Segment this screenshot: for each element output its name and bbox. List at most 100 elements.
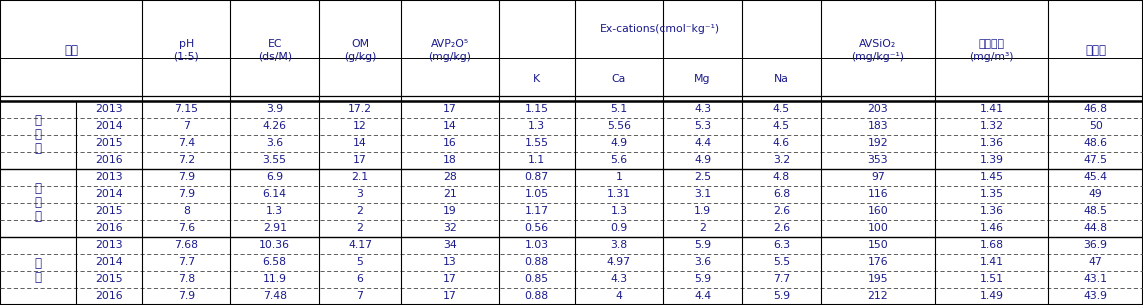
Text: 1.49: 1.49	[980, 292, 1004, 301]
Text: 13: 13	[443, 257, 457, 267]
Text: 1.17: 1.17	[525, 206, 549, 216]
Text: 176: 176	[868, 257, 888, 267]
Text: 5.9: 5.9	[773, 292, 790, 301]
Text: 6.9: 6.9	[266, 172, 283, 182]
Text: 1: 1	[615, 172, 622, 182]
Text: 18: 18	[443, 155, 457, 165]
Text: 1.36: 1.36	[980, 138, 1004, 148]
Text: 2013: 2013	[95, 240, 122, 250]
Text: 17: 17	[443, 292, 457, 301]
Text: 4: 4	[615, 292, 622, 301]
Text: 3.8: 3.8	[610, 240, 628, 250]
Text: 2013: 2013	[95, 172, 122, 182]
Text: 1.32: 1.32	[980, 121, 1004, 131]
Text: 28: 28	[443, 172, 457, 182]
Text: 2015: 2015	[95, 138, 122, 148]
Text: 48.5: 48.5	[1084, 206, 1108, 216]
Text: 183: 183	[868, 121, 888, 131]
Text: 3: 3	[357, 189, 363, 199]
Text: 1.68: 1.68	[980, 240, 1004, 250]
Text: 7.9: 7.9	[177, 172, 194, 182]
Text: 19: 19	[443, 206, 457, 216]
Text: 1.46: 1.46	[980, 223, 1004, 233]
Text: 212: 212	[868, 292, 888, 301]
Text: 353: 353	[868, 155, 888, 165]
Text: 공극률: 공극률	[1085, 44, 1106, 57]
Text: 50: 50	[1088, 121, 1103, 131]
Text: 7.7: 7.7	[177, 257, 194, 267]
Text: 6.8: 6.8	[773, 189, 790, 199]
Text: 1.05: 1.05	[525, 189, 549, 199]
Text: 11.9: 11.9	[263, 274, 287, 285]
Text: 4.3: 4.3	[694, 104, 711, 114]
Text: 0.88: 0.88	[525, 292, 549, 301]
Text: 3.6: 3.6	[266, 138, 283, 148]
Text: 1.3: 1.3	[610, 206, 628, 216]
Text: Ca: Ca	[612, 74, 626, 84]
Text: 3.1: 3.1	[694, 189, 711, 199]
Text: 5: 5	[357, 257, 363, 267]
Text: 17: 17	[443, 104, 457, 114]
Text: EC
(ds/M): EC (ds/M)	[257, 39, 291, 62]
Text: 1.39: 1.39	[980, 155, 1004, 165]
Text: 7.8: 7.8	[177, 274, 194, 285]
Text: Ex-cations(cmol⁻kg⁻¹): Ex-cations(cmol⁻kg⁻¹)	[600, 24, 720, 34]
Text: 2016: 2016	[95, 292, 122, 301]
Text: 8: 8	[183, 206, 190, 216]
Text: 7: 7	[357, 292, 363, 301]
Text: 7.15: 7.15	[174, 104, 198, 114]
Text: 2.5: 2.5	[694, 172, 711, 182]
Text: 6.14: 6.14	[263, 189, 287, 199]
Text: 3.55: 3.55	[263, 155, 287, 165]
Text: 2: 2	[357, 206, 363, 216]
Text: 195: 195	[868, 274, 888, 285]
Text: 43.9: 43.9	[1084, 292, 1108, 301]
Text: 0.56: 0.56	[525, 223, 549, 233]
Text: 7.7: 7.7	[773, 274, 790, 285]
Text: 43.1: 43.1	[1084, 274, 1108, 285]
Text: 47.5: 47.5	[1084, 155, 1108, 165]
Text: 0.85: 0.85	[525, 274, 549, 285]
Text: 12: 12	[353, 121, 367, 131]
Text: Mg: Mg	[694, 74, 711, 84]
Text: 4.4: 4.4	[694, 138, 711, 148]
Text: 구분: 구분	[64, 44, 78, 57]
Text: 7.4: 7.4	[177, 138, 194, 148]
Text: 34: 34	[443, 240, 457, 250]
Text: 2: 2	[357, 223, 363, 233]
Text: 2: 2	[700, 223, 706, 233]
Text: 5.9: 5.9	[694, 240, 711, 250]
Text: 97: 97	[871, 172, 885, 182]
Text: 1.41: 1.41	[980, 104, 1004, 114]
Text: 21: 21	[443, 189, 457, 199]
Text: 1.3: 1.3	[528, 121, 545, 131]
Text: 2015: 2015	[95, 206, 122, 216]
Text: 4.26: 4.26	[263, 121, 287, 131]
Text: 4.4: 4.4	[694, 292, 711, 301]
Text: 4.8: 4.8	[773, 172, 790, 182]
Text: 1.9: 1.9	[694, 206, 711, 216]
Text: 36.9: 36.9	[1084, 240, 1108, 250]
Text: 4.5: 4.5	[773, 121, 790, 131]
Text: 1.45: 1.45	[980, 172, 1004, 182]
Text: 2014: 2014	[95, 121, 122, 131]
Text: 4.17: 4.17	[347, 240, 371, 250]
Text: 203: 203	[868, 104, 888, 114]
Text: 4.3: 4.3	[610, 274, 628, 285]
Text: 1.55: 1.55	[525, 138, 549, 148]
Text: 45.4: 45.4	[1084, 172, 1108, 182]
Text: 160: 160	[868, 206, 888, 216]
Text: 47: 47	[1089, 257, 1103, 267]
Text: 7.9: 7.9	[177, 189, 194, 199]
Text: OM
(g/kg): OM (g/kg)	[344, 39, 376, 62]
Text: 2.1: 2.1	[351, 172, 368, 182]
Text: 서
산: 서 산	[34, 257, 41, 285]
Text: 32: 32	[443, 223, 457, 233]
Text: 3.2: 3.2	[773, 155, 790, 165]
Text: 2014: 2014	[95, 189, 122, 199]
Text: 1.36: 1.36	[980, 206, 1004, 216]
Text: 2016: 2016	[95, 155, 122, 165]
Text: 44.8: 44.8	[1084, 223, 1108, 233]
Text: 4.9: 4.9	[610, 138, 628, 148]
Text: 1.51: 1.51	[980, 274, 1004, 285]
